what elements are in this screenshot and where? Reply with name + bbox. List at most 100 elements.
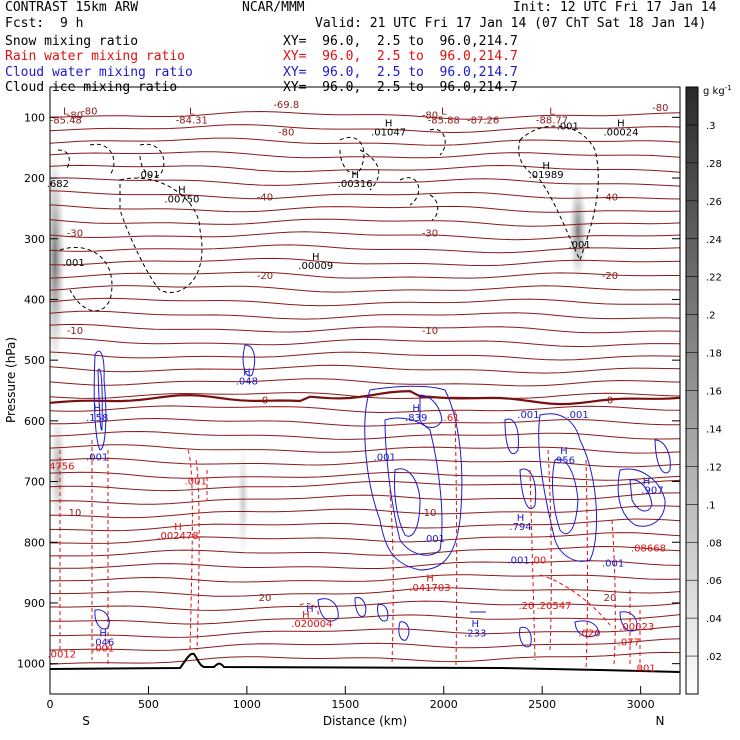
contour-annotation: H <box>93 404 101 415</box>
cloud-contour <box>97 368 103 431</box>
y-tick-label: 600 <box>24 415 45 428</box>
field-cloud-name: Cloud water mixing ratio <box>5 65 193 80</box>
header-org: NCAR/MMM <box>242 0 305 15</box>
temperature-contour-line <box>50 638 680 651</box>
contour-annotation: H <box>426 574 434 585</box>
temperature-contour-label: -80 <box>67 110 83 121</box>
cloud-contour <box>617 468 666 527</box>
contour-annotation: H <box>178 185 186 196</box>
colorbar-tick-label: .2 <box>706 311 716 322</box>
contour-annotation: .001 <box>185 477 207 488</box>
temperature-contour-line <box>50 310 680 320</box>
y-tick-label: 700 <box>24 476 45 489</box>
field-rain-name: Rain water mixing ratio <box>5 49 186 64</box>
x-tick-label: 500 <box>138 698 159 711</box>
temperature-contour-line <box>50 492 680 505</box>
ice-contour <box>399 128 446 206</box>
rain-contour <box>195 459 200 651</box>
cloud-contour <box>242 344 256 377</box>
temperature-contour-line <box>50 364 680 374</box>
rain-contour <box>389 489 394 666</box>
field-cloud-xy: XY= 96.0, 2.5 to 96.0,214.7 <box>283 65 518 80</box>
temperature-contour-label: -20 <box>257 271 273 282</box>
temperature-contour-line <box>50 231 680 241</box>
cloud-contour <box>354 596 367 617</box>
y-tick-label: 900 <box>24 597 45 610</box>
field-snow-name: Snow mixing ratio <box>5 34 139 49</box>
temperature-contour-label: -30 <box>422 229 438 240</box>
cloud-contour <box>519 468 537 510</box>
contour-annotation: -85.88 <box>428 115 460 126</box>
temperature-contour-line <box>50 164 680 173</box>
colorbar-tick-label: .16 <box>706 387 722 398</box>
ice-contour <box>139 143 165 177</box>
terrain-line <box>50 652 680 673</box>
temperature-contour-label: -80 <box>422 110 438 121</box>
contour-annotation: .001 <box>517 410 539 421</box>
rain-contour <box>529 469 536 661</box>
temperature-contour-label: -30 <box>67 229 83 240</box>
snow-shade-left-low <box>50 410 66 530</box>
colorbar-tick-label: .14 <box>706 424 722 435</box>
cloud-ice-contours <box>57 125 599 312</box>
temperature-contour-label: -10 <box>67 326 83 337</box>
plot-area: -80 -80 -40 -40 -30 -30 -20 -20 -10 -10 0 0 10 10 20 20 <box>50 110 680 673</box>
plot-frame <box>49 86 681 695</box>
temperature-contour-label: 20 <box>259 593 272 604</box>
contour-annotation: .907 <box>641 486 663 497</box>
temperature-contour-line <box>50 457 680 468</box>
temperature-contour-label: -40 <box>257 192 273 203</box>
contour-annotation: .01047 <box>371 128 406 139</box>
contour-annotation: .001 <box>602 558 624 569</box>
contour-annotation: .001 <box>137 170 159 181</box>
contour-annotation: -80 <box>652 103 668 114</box>
contour-annotation: .001 <box>566 410 588 421</box>
colorbar-tick-label: .28 <box>706 159 722 170</box>
cloud-contour <box>504 418 519 455</box>
x-tick-label: 3000 <box>627 698 655 711</box>
cloud-contour <box>419 394 443 428</box>
colorbar-tick-label: .12 <box>706 462 722 473</box>
x-tick-label: 1500 <box>331 698 359 711</box>
y-tick-label: 100 <box>24 111 45 124</box>
contour-annotation: .002478 <box>157 531 198 542</box>
colorbar-tick-label: .22 <box>706 273 722 284</box>
contour-annotation: .001 <box>374 452 396 463</box>
temperature-contour-line <box>50 204 680 213</box>
contour-annotation: H <box>312 252 320 263</box>
contour-annotation: .046 <box>92 637 114 648</box>
cloud-contour <box>654 439 671 474</box>
contour-annotation: .048 <box>236 376 258 387</box>
temperature-contour-line <box>50 257 680 267</box>
contour-annotation: .20547 <box>537 601 572 612</box>
ice-contour <box>57 143 203 293</box>
x-tick-label: 0 <box>47 698 54 711</box>
temperature-contour-line <box>50 124 680 134</box>
contour-annotation: .001 <box>633 664 655 675</box>
contour-annotation: .794 <box>509 522 531 533</box>
cloud-contour <box>538 413 598 562</box>
contour-annotation: H <box>517 513 525 524</box>
field-snow-xy: XY= 96.0, 2.5 to 96.0,214.7 <box>283 34 518 49</box>
contour-annotation: -87.26 <box>467 115 499 126</box>
contour-annotation: H <box>471 619 479 630</box>
colorbar-tick-label: .24 <box>706 235 722 246</box>
cloud-contour <box>317 598 339 622</box>
cloud-contour <box>94 609 110 630</box>
header-valid: Valid: 21 UTC Fri 17 Jan 14 (07 ChT Sat … <box>315 16 707 31</box>
temperature-contour-line <box>50 471 680 481</box>
contour-annotation: .839 <box>405 413 427 424</box>
y-tick-label: 800 <box>24 536 45 549</box>
rain-contour <box>299 602 319 616</box>
temperature-contour-line <box>50 218 680 227</box>
contour-annotation: L <box>549 106 555 117</box>
colorbar-tick-label: .3 <box>706 121 716 132</box>
temperature-contour-line <box>50 625 680 638</box>
cloud-water-contours <box>93 344 671 648</box>
contour-annotation: -88.77 <box>536 115 568 126</box>
contour-annotation: .61 <box>444 413 460 424</box>
rain-contour <box>454 409 458 666</box>
contour-annotation: H <box>243 367 251 378</box>
